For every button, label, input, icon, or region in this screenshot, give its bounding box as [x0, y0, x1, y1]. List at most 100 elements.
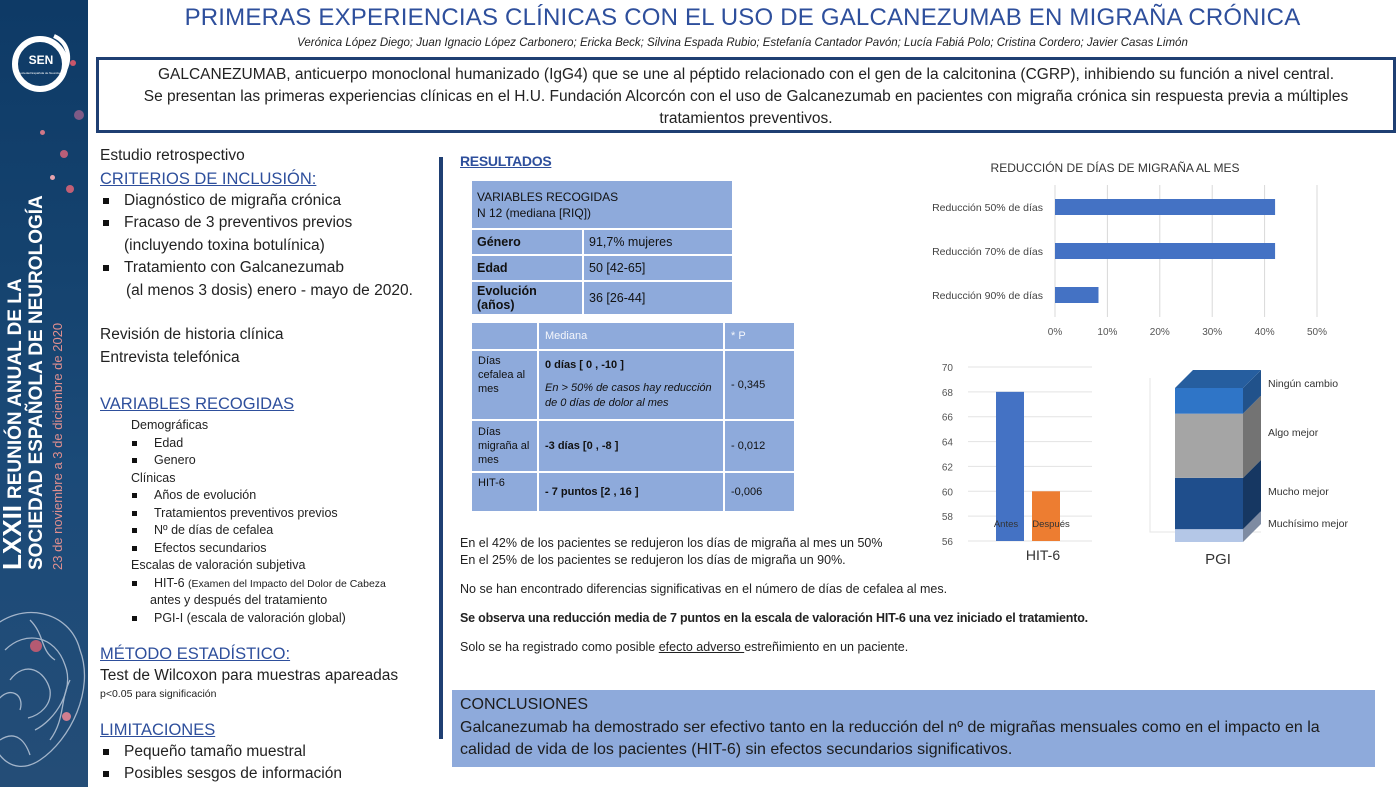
limitation-item: Pequeño tamaño muestral [100, 741, 445, 764]
method-heading: MÉTODO ESTADÍSTICO: [100, 645, 291, 663]
finding-text: Solo se ha registrado como posible efect… [460, 639, 1110, 656]
table-cell-label: Género [471, 229, 583, 255]
study-type: Estudio retrospectivo [100, 147, 245, 164]
hit6-chart: HIT-6 56 58 60 62 64 66 68 70 Antes Después [942, 363, 1092, 563]
logo-subtext: Sociedad Española de Neurología [18, 71, 64, 75]
median-value: 0 días [ 0 , -10 ] [545, 359, 624, 371]
edition-label: LXXII [0, 504, 27, 570]
stack-segment-side [1243, 459, 1261, 530]
meeting-dates: 23 de noviembre a 3 de diciembre de 2020 [50, 322, 65, 570]
meeting-line2: SOCIEDAD ESPAÑOLA DE NEUROLOGÍA [26, 195, 47, 570]
logo-text: SEN [29, 53, 54, 67]
interview-text: Entrevista telefónica [100, 348, 240, 366]
x-tick-label: 20% [1150, 327, 1170, 338]
legend-label: Ningún cambio [1268, 378, 1338, 390]
table-cell-label: Evolución (años) [471, 281, 583, 315]
table-header-row: Mediana * P [471, 322, 795, 350]
table-row: Días migraña al mes -3 días [0 , -8 ] - … [471, 420, 795, 472]
conclusions-text: Galcanezumab ha demostrado ser efectivo … [460, 718, 1320, 759]
chart-title: HIT-6 [1026, 547, 1060, 563]
y-tick-label: 64 [942, 438, 954, 449]
criteria-item: Diagnóstico de migraña crónica [100, 190, 445, 213]
table-row: HIT-6 - 7 puntos [2 , 16 ] -0,006 [471, 472, 795, 512]
x-tick-label: 0% [1048, 327, 1063, 338]
demographic-label: Demográficas [131, 418, 209, 432]
decor-dot [62, 712, 71, 721]
legend-label: Muchísimo mejor [1268, 518, 1348, 530]
limitations-heading: LIMITACIONES [100, 720, 216, 739]
table-cell-p: - 0,012 [724, 420, 795, 472]
criteria-item-cont: (al menos 3 dosis) enero - mayo de 2020. [126, 281, 413, 299]
table-row: Evolución (años) 36 [26-44] [471, 281, 733, 315]
table-header: VARIABLES RECOGIDAS N 12 (mediana [RIQ]) [471, 180, 733, 229]
category-label: Reducción 90% de días [932, 290, 1043, 302]
stack-segment [1175, 477, 1243, 530]
table-cell-p: - 0,345 [724, 350, 795, 420]
criteria-item: Tratamiento con Galcanezumab [100, 257, 445, 280]
decor-dot [50, 175, 55, 180]
stack-segment-side [1243, 395, 1261, 478]
table-cell-label: HIT-6 [471, 472, 538, 512]
bar [1055, 199, 1276, 215]
x-tick-label: 30% [1202, 327, 1222, 338]
table-cell-value: 91,7% mujeres [583, 229, 733, 255]
decor-dot [30, 640, 42, 652]
y-tick-label: 56 [942, 537, 954, 548]
y-tick-label: 66 [942, 413, 954, 424]
table-header-cell: * P [724, 322, 795, 350]
pgi-chart: PGI Muchísimo mejor Mucho mejor Algo mejor… [1149, 370, 1348, 568]
table-cell-label: Edad [471, 255, 583, 281]
intro-line2: Se presentan las primeras experiencias c… [143, 88, 1349, 127]
legend-label: Algo mejor [1268, 427, 1319, 439]
methods-column: Estudio retrospectivo CRITERIOS DE INCLU… [100, 145, 445, 786]
table-cell-median: 0 días [ 0 , -10 ] En > 50% de casos hay… [538, 350, 724, 420]
variable-item: Efectos secundarios [100, 540, 445, 558]
limitation-item: Posibles sesgos de información [100, 763, 445, 786]
finding-text: No se han encontrado diferencias signifi… [460, 582, 948, 596]
table-cell-label: Días cefalea al mes [471, 350, 538, 420]
decor-dot [66, 185, 74, 193]
intro-box: GALCANEZUMAB, anticuerpo monoclonal huma… [96, 57, 1396, 133]
category-label: Reducción 70% de días [932, 246, 1043, 258]
findings: En el 42% de los pacientes se redujeron … [460, 535, 1110, 656]
conclusions-heading: CONCLUSIONES [460, 696, 589, 713]
stack-segment-side [1243, 370, 1261, 414]
stack-segment-side [1243, 511, 1261, 542]
bar [1055, 243, 1276, 259]
table-cell-p: -0,006 [724, 472, 795, 512]
clinical-label: Clínicas [131, 470, 176, 485]
chart-title: REDUCCIÓN DE DÍAS DE MIGRAÑA AL MES [991, 160, 1240, 175]
x-tick-label: 50% [1307, 327, 1327, 338]
results-heading: RESULTADOS [460, 153, 552, 169]
y-tick-label: 60 [942, 487, 954, 498]
stack-top [1175, 370, 1261, 388]
decor-dot [60, 150, 68, 158]
bar [996, 391, 1024, 541]
finding-underlined: efecto adverso [658, 640, 745, 654]
category-label: Reducción 50% de días [932, 202, 1043, 214]
method-significance: p<0.05 para significación [100, 687, 217, 700]
table-header-line2: N 12 (mediana [RIQ]) [477, 205, 592, 220]
stack-segment [1175, 388, 1243, 414]
method-text: Test de Wilcoxon para muestras apareadas [100, 667, 399, 684]
hit6-detail: (Examen del Impacto del Dolor de Cabeza [188, 577, 386, 590]
table-header-cell: Mediana [538, 322, 724, 350]
hit6-continuation: antes y después del tratamiento [150, 593, 328, 607]
side-banner: SEN Sociedad Española de Neurología LXXI… [0, 0, 88, 787]
criteria-heading: CRITERIOS DE INCLUSIÓN: [100, 169, 317, 188]
table-row: Género 91,7% mujeres [471, 229, 733, 255]
table-header-line1: VARIABLES RECOGIDAS [477, 189, 619, 204]
variable-item: PGI-I (escala de valoración global) [100, 610, 445, 628]
criteria-item: Fracaso de 3 preventivos previos [100, 212, 445, 235]
hit6-label: HIT-6 [154, 575, 185, 590]
meeting-line1: REUNIÓN ANUAL DE LA [5, 278, 26, 499]
sen-logo: SEN Sociedad Española de Neurología [12, 34, 71, 92]
y-tick-label: 62 [942, 462, 954, 473]
median-note: En > 50% de casos hay reducción de 0 día… [545, 382, 712, 409]
variable-item: Edad [100, 435, 445, 453]
migraine-reduction-chart: REDUCCIÓN DE DÍAS DE MIGRAÑA AL MES 0% 10… [932, 160, 1327, 338]
legend-label: Mucho mejor [1268, 486, 1329, 498]
x-tick-label: 40% [1255, 327, 1275, 338]
variable-item: Años de evolución [100, 487, 445, 505]
conclusions-box: CONCLUSIONES Galcanezumab ha demostrado … [452, 690, 1375, 767]
